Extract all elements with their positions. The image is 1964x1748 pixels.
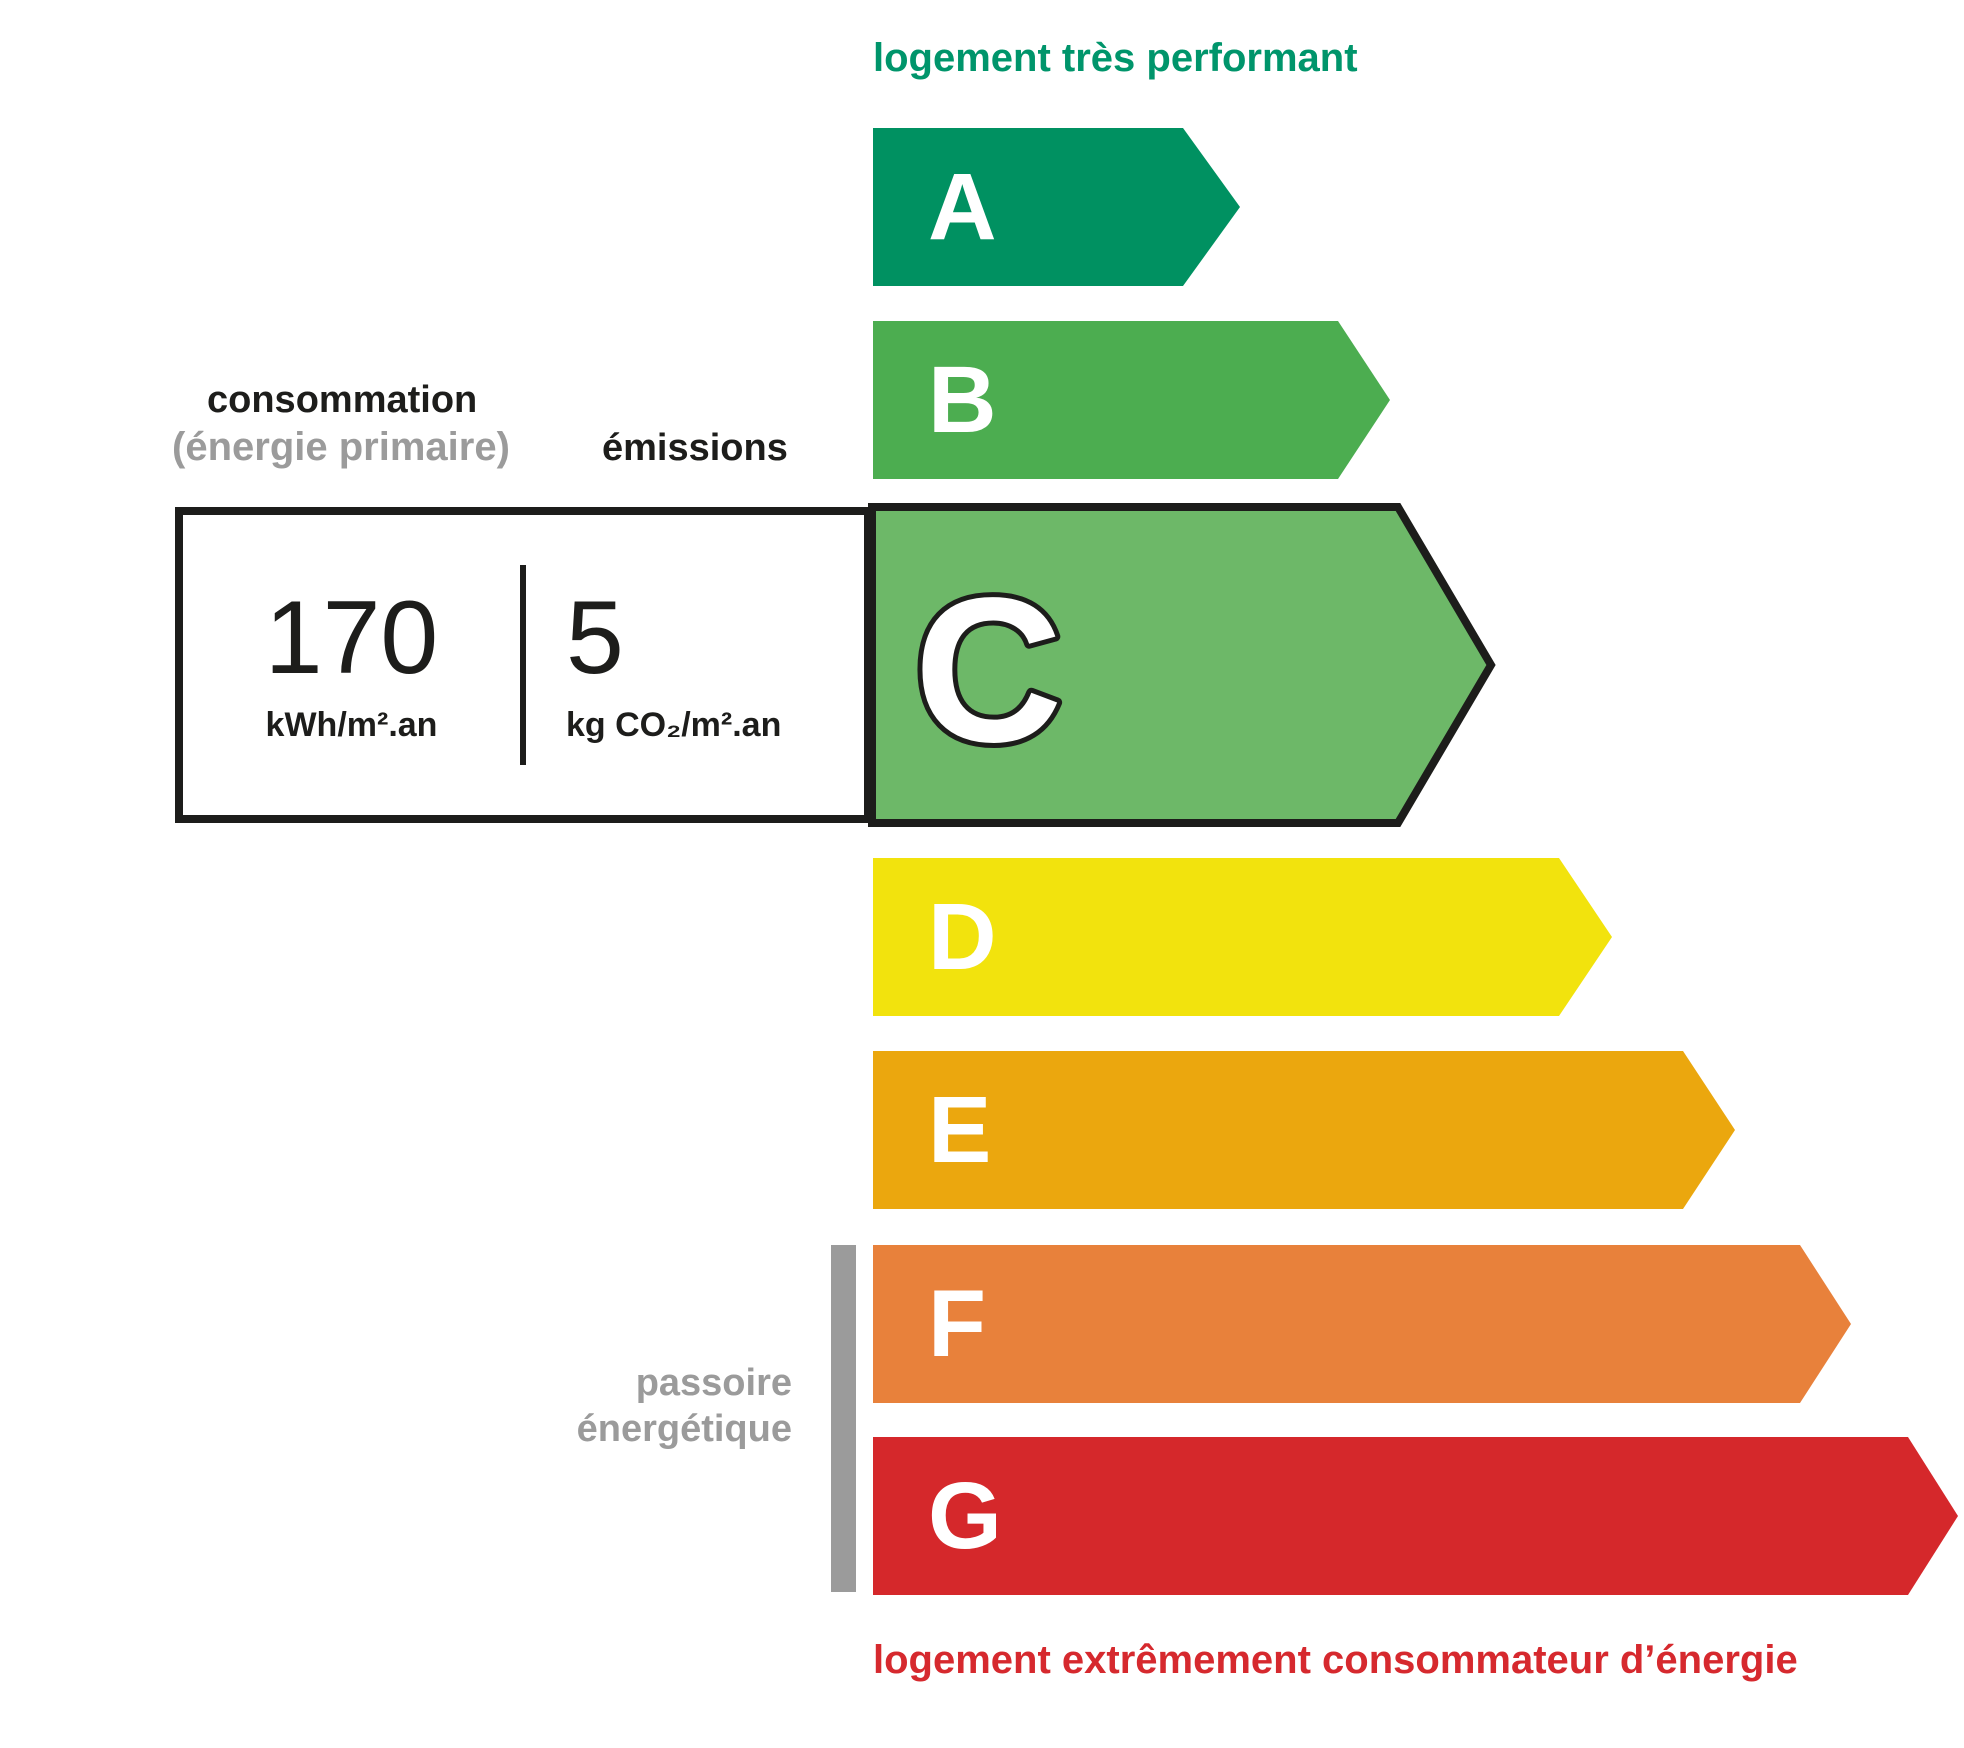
passoire-marker-bar xyxy=(831,1245,856,1592)
scale-bar-a: A xyxy=(873,128,1240,286)
emissions-unit: kg CO₂/m².an xyxy=(566,705,782,744)
bar-letter-d: D xyxy=(928,883,997,990)
top-performance-label: logement très performant xyxy=(873,36,1358,80)
bar-letter-b: B xyxy=(928,346,997,453)
current-class-arrow: C xyxy=(868,503,1496,827)
consumption-label: consommation xyxy=(207,379,478,421)
bottom-consumer-label: logement extrêmement consommateur d’éner… xyxy=(873,1638,1798,1682)
consumption-cell: 170 kWh/m².an xyxy=(183,515,520,815)
bar-letter-e: E xyxy=(928,1076,992,1183)
emissions-value: 5 xyxy=(566,579,624,696)
consumption-sublabel: (énergie primaire) xyxy=(172,425,510,469)
reading-box: 170 kWh/m².an 5 kg CO₂/m².an xyxy=(175,507,872,823)
current-class-letter: C xyxy=(914,555,1063,785)
passoire-label-line2: énergétique xyxy=(576,1408,792,1450)
consumption-value: 170 xyxy=(264,579,439,696)
bar-letter-a: A xyxy=(928,153,997,260)
scale-bar-b: B xyxy=(873,321,1390,479)
passoire-label-line1: passoire xyxy=(635,1362,792,1404)
current-class-arrow-shape xyxy=(868,503,1496,827)
scale-bar-d: D xyxy=(873,858,1612,1016)
emissions-label: émissions xyxy=(602,427,788,469)
bar-letter-f: F xyxy=(928,1270,987,1377)
consumption-unit: kWh/m².an xyxy=(265,705,438,744)
scale-bar-f: F xyxy=(873,1245,1851,1403)
scale-bar-e: E xyxy=(873,1051,1735,1209)
emissions-cell: 5 kg CO₂/m².an xyxy=(526,515,864,815)
bar-letter-g: G xyxy=(928,1462,1002,1569)
scale-bar-g: G xyxy=(873,1437,1958,1595)
passoire-label: passoire énergétique xyxy=(440,1360,792,1452)
reading-box-divider xyxy=(520,565,526,765)
